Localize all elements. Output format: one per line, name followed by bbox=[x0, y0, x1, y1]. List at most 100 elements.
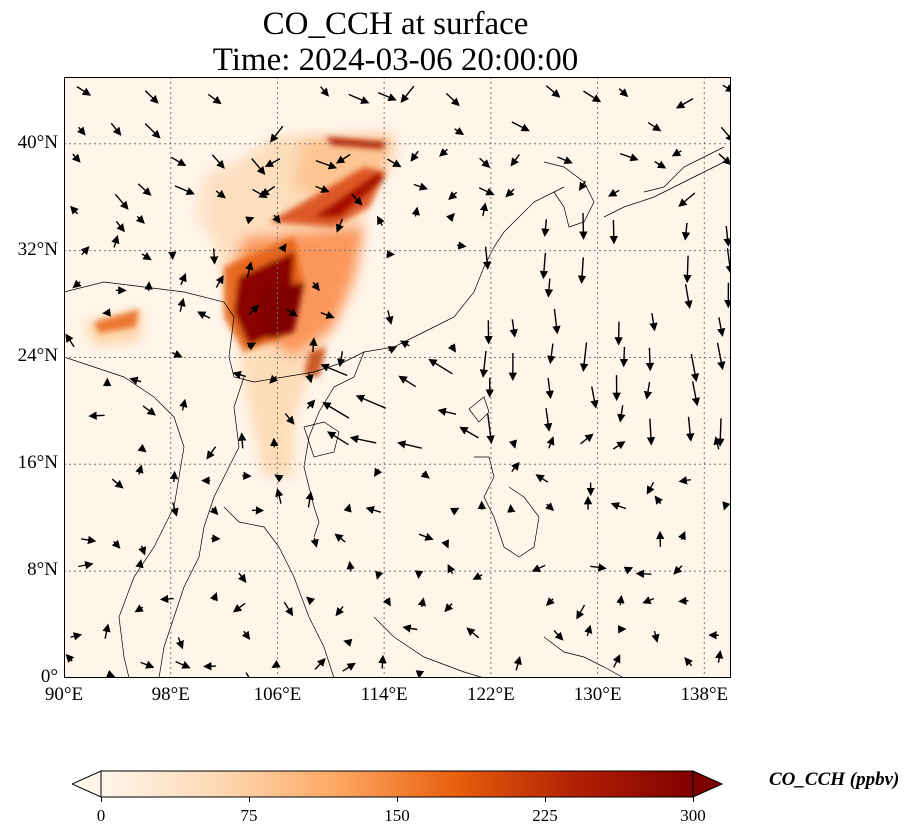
wind-arrow bbox=[439, 148, 449, 157]
wind-arrow bbox=[342, 662, 356, 672]
map-background bbox=[64, 77, 731, 678]
wind-arrow bbox=[651, 630, 660, 643]
wind-arrow bbox=[579, 342, 589, 372]
wind-arrow bbox=[635, 569, 652, 579]
wind-arrow bbox=[715, 650, 724, 663]
lon-tick-label: 98°E bbox=[151, 684, 190, 705]
wind-arrow bbox=[479, 157, 491, 168]
wind-arrow bbox=[539, 252, 549, 280]
wind-arrow bbox=[140, 660, 155, 669]
wind-arrow bbox=[684, 657, 693, 667]
wind-arrow bbox=[675, 97, 694, 109]
wind-arrow bbox=[415, 670, 425, 678]
wind-arrow bbox=[65, 653, 75, 663]
wind-arrow bbox=[584, 624, 593, 636]
wind-arrow bbox=[413, 182, 429, 191]
wind-arrow bbox=[264, 158, 281, 168]
wind-arrow bbox=[309, 337, 318, 353]
wind-arrow bbox=[577, 257, 587, 284]
lat-tick-label: 24°N bbox=[17, 345, 58, 367]
colorbar-tick-label: 75 bbox=[240, 806, 258, 825]
map-title-line2: Time: 2024-03-06 20:00:00 bbox=[212, 42, 579, 78]
wind-arrow bbox=[241, 630, 251, 640]
map-title-line1: CO_CCH at surface bbox=[262, 6, 529, 42]
wind-arrow bbox=[617, 405, 626, 423]
wind-arrow bbox=[110, 122, 122, 136]
wind-arrow bbox=[284, 413, 295, 425]
wind-arrow bbox=[246, 342, 257, 351]
wind-arrow bbox=[306, 399, 316, 410]
wind-arrow bbox=[69, 205, 79, 215]
wind-arrow bbox=[446, 212, 455, 222]
colorbar-tick-mark bbox=[101, 797, 102, 802]
wind-arrow bbox=[76, 86, 92, 96]
wind-arrow bbox=[684, 283, 693, 310]
wind-arrow bbox=[654, 495, 664, 505]
wind-arrow bbox=[335, 218, 344, 233]
wind-arrow bbox=[428, 358, 453, 375]
wind-arrow bbox=[114, 193, 129, 210]
wind-arrow bbox=[78, 561, 94, 570]
wind-arrow bbox=[690, 353, 700, 383]
wind-arrow bbox=[645, 347, 655, 372]
wind-arrow bbox=[382, 597, 391, 607]
wind-arrow bbox=[478, 187, 495, 196]
wind-arrow bbox=[174, 185, 195, 195]
wind-arrow bbox=[355, 394, 386, 409]
wind-arrow bbox=[315, 185, 330, 193]
wind-arrow bbox=[417, 597, 427, 607]
wind-arrow bbox=[616, 594, 625, 606]
wind-arrow bbox=[129, 376, 142, 385]
colorbar bbox=[72, 770, 724, 798]
wind-arrow bbox=[207, 93, 222, 105]
lat-tick-label: 8°N bbox=[27, 559, 58, 581]
wind-arrow bbox=[320, 311, 335, 319]
wind-arrow bbox=[206, 446, 217, 460]
wind-arrow bbox=[546, 436, 555, 449]
wind-arrow bbox=[142, 405, 156, 416]
wind-arrow bbox=[479, 202, 489, 217]
colorbar-tick-label: 300 bbox=[680, 806, 706, 825]
wind-arrow bbox=[365, 506, 381, 515]
wind-arrow bbox=[346, 560, 355, 572]
wind-arrow bbox=[447, 564, 456, 575]
wind-arrow bbox=[486, 413, 495, 444]
wind-arrow bbox=[678, 476, 691, 485]
wind-arrow bbox=[511, 121, 530, 132]
wind-arrow bbox=[580, 433, 594, 445]
wind-arrow bbox=[102, 308, 111, 317]
wind-arrow bbox=[677, 531, 686, 541]
wind-arrow bbox=[507, 504, 516, 513]
wind-arrow bbox=[418, 532, 434, 541]
wind-arrow bbox=[716, 418, 725, 447]
map-panel bbox=[64, 77, 731, 678]
wind-arrow bbox=[673, 565, 683, 575]
wind-arrow bbox=[232, 602, 246, 613]
wind-arrow bbox=[716, 342, 726, 371]
wind-arrow bbox=[169, 470, 179, 483]
wind-arrow bbox=[311, 281, 320, 292]
wind-arrow bbox=[590, 563, 607, 572]
wind-arrow bbox=[510, 154, 520, 167]
wind-arrow bbox=[159, 594, 174, 604]
wind-arrow bbox=[334, 533, 346, 543]
wind-arrow bbox=[509, 319, 518, 338]
wind-arrow bbox=[209, 506, 219, 516]
colorbar-tick-label: 225 bbox=[532, 806, 558, 825]
colorbar-tick-label: 0 bbox=[96, 806, 106, 825]
colorbar-tick-mark bbox=[693, 797, 694, 802]
wind-arrow bbox=[445, 92, 460, 107]
wind-arrow bbox=[274, 474, 284, 483]
wind-arrow bbox=[508, 439, 517, 449]
lat-tick-label: 16°N bbox=[17, 452, 58, 474]
wind-arrow bbox=[544, 278, 554, 298]
wind-arrow bbox=[245, 672, 255, 678]
wind-arrow bbox=[472, 572, 483, 580]
wind-arrow bbox=[111, 234, 120, 248]
wind-arrow bbox=[454, 126, 465, 136]
wind-arrow bbox=[459, 426, 479, 439]
wind-arrow bbox=[535, 474, 549, 483]
wind-arrow bbox=[541, 219, 550, 237]
wind-arrow bbox=[248, 304, 260, 316]
wind-arrow bbox=[215, 189, 226, 199]
